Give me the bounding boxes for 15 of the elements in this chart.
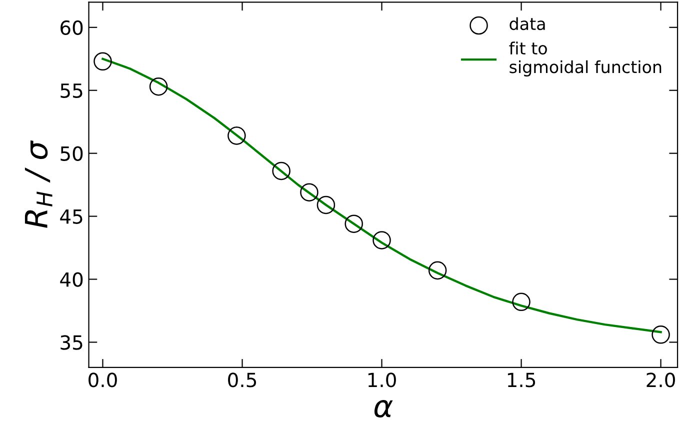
x-tick-label: 1.0 [368, 372, 396, 388]
x-axis-title: α [374, 400, 393, 418]
x-tick-label: 2.0 [646, 372, 675, 388]
y-tick-label: 40 [60, 272, 83, 287]
y-tick-label: 60 [60, 20, 83, 36]
legend-label: data [510, 17, 545, 30]
y-tick-label: 35 [60, 335, 82, 350]
legend-label: fit to sigmoidal function [509, 42, 662, 76]
y-axis-title: R$_{H}$ / σ [24, 140, 52, 228]
y-tick-label: 45 [60, 209, 82, 224]
x-tick-label: 0.0 [88, 372, 117, 388]
y-tick-label: 50 [60, 146, 83, 161]
x-tick-label: 1.5 [508, 372, 536, 388]
y-tick-label: 55 [60, 84, 82, 98]
x-tick-label: 0.5 [228, 372, 256, 388]
